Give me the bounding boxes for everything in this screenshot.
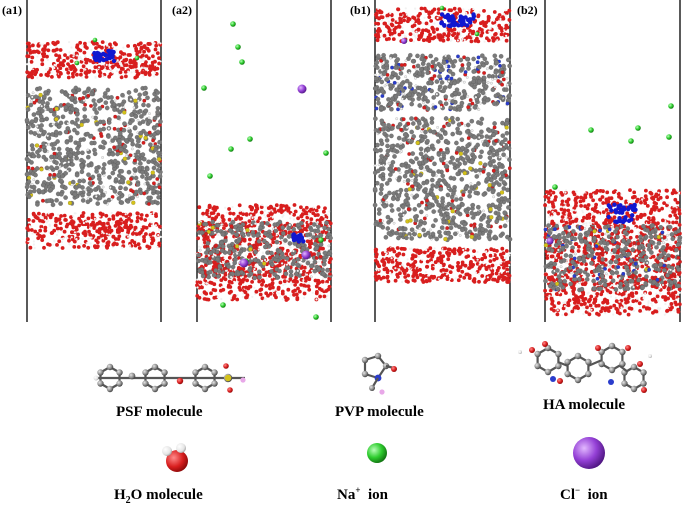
panel-label-b2: (b2) — [517, 3, 538, 17]
psf-label: PSF molecule — [116, 404, 203, 421]
a2-chloride-ions — [239, 84, 311, 268]
panel-label-a2: (a2) — [172, 3, 192, 17]
pvp-molecule-icon — [361, 352, 397, 395]
a2-sodium-ions — [201, 21, 329, 320]
chloride-symbol: Cl — [560, 487, 575, 503]
sodium-word: ion — [367, 487, 388, 503]
water-formula-subscript: 2 — [125, 495, 131, 506]
b2-psf-pvp-layer — [543, 223, 683, 293]
psf-molecule-icon — [93, 363, 246, 393]
b2-chloride-ions — [546, 237, 554, 245]
b1-ha-cluster — [439, 12, 477, 29]
a2-ha-cluster — [291, 232, 306, 244]
pvp-label-text: PVP molecule — [335, 404, 424, 420]
b2-ha-cluster — [606, 202, 638, 225]
a1-bottom-water-layer — [25, 211, 162, 250]
panel-a2-boundaries — [196, 0, 332, 322]
water-label-text: O molecule — [130, 487, 203, 503]
b1-bottom-water-layer — [373, 246, 512, 284]
chloride-label: Cl− ion — [560, 485, 608, 504]
water-label: H2O molecule — [114, 487, 203, 506]
b1-pvp-layer — [373, 53, 512, 112]
chloride-charge: − — [575, 485, 581, 495]
b1-chloride-ions — [401, 38, 407, 44]
a1-psf-layer — [24, 85, 163, 208]
sodium-ion-icon — [367, 443, 387, 463]
a1-sodium-ions — [74, 37, 140, 66]
a1-ha-cluster — [92, 48, 117, 64]
b1-psf-layer — [372, 115, 513, 243]
chloride-ion-icon — [573, 437, 605, 469]
sodium-charge: + — [355, 485, 361, 495]
ha-label-text: HA molecule — [543, 397, 626, 413]
pvp-label: PVP molecule — [335, 404, 424, 421]
water-formula-h: H — [114, 487, 126, 503]
water-molecule-icon — [162, 443, 188, 472]
panel-label-b1: (b1) — [350, 3, 371, 17]
b1-top-water-layer — [374, 6, 512, 44]
psf-label-text: PSF molecule — [116, 404, 203, 420]
sodium-label: Na+ ion — [337, 485, 388, 504]
a1-top-water-layer — [25, 40, 163, 80]
panel-label-a1: (a1) — [2, 3, 22, 17]
b2-sodium-ions — [552, 103, 674, 190]
ha-label: HA molecule — [543, 397, 625, 414]
sodium-symbol: Na — [337, 487, 356, 503]
ha-molecule-icon — [518, 341, 652, 393]
chloride-word: ion — [587, 487, 608, 503]
